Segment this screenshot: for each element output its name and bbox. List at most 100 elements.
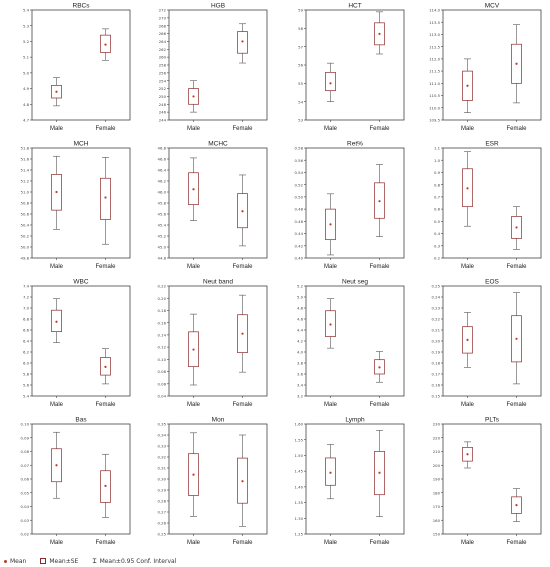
series-male <box>188 313 199 386</box>
y-tick-label: 56 <box>298 63 303 68</box>
y-tick-label: 0.06 <box>158 381 167 386</box>
y-tick-label: 5.3 <box>23 23 30 28</box>
y-tick-label: 45.0 <box>158 245 167 250</box>
y-tick-label: 262 <box>159 47 167 52</box>
y-tick-label: 0.20 <box>432 339 441 344</box>
panel-title: EOS <box>485 279 499 286</box>
y-tick-label: 6.0 <box>23 361 30 366</box>
x-tick-label: Female <box>95 540 116 546</box>
panel-title: Mon <box>212 417 225 424</box>
y-tick-label: 252 <box>159 86 167 91</box>
plot-frame <box>305 147 405 259</box>
y-tick-label: 5.6 <box>23 383 30 388</box>
y-tick-label: 50.8 <box>21 201 30 206</box>
y-tick-label: 264 <box>159 39 167 44</box>
mean-point <box>466 453 469 456</box>
x-tick-label: Female <box>232 126 253 132</box>
y-tick-label: 0.17 <box>432 372 441 377</box>
y-tick-label: 4.7 <box>23 118 30 123</box>
plot-frame <box>168 147 268 259</box>
y-tick-label: 0.20 <box>158 296 167 301</box>
mean-point <box>104 484 107 487</box>
y-tick-label: 0.56 <box>295 158 304 163</box>
y-tick-label: 0.48 <box>295 207 304 212</box>
y-tick-label: 110.5 <box>429 93 440 98</box>
plot-frame <box>168 9 268 121</box>
y-tick-label: 1.35 <box>295 500 304 505</box>
mean-point <box>466 187 469 190</box>
y-tick-label: 0.33 <box>158 444 167 449</box>
panel-ret: Ret% 0.40 0.42 0.44 0.46 0.48 0.50 0.52 0.54 0.56… <box>295 141 405 270</box>
y-tick-label: 46.6 <box>158 157 167 162</box>
series-male <box>188 432 199 517</box>
series-male <box>51 77 62 107</box>
x-tick-label: Female <box>506 126 527 132</box>
plot-frame <box>442 285 542 397</box>
x-tick-label: Female <box>506 540 527 546</box>
y-tick-label: 0.25 <box>432 284 441 289</box>
y-tick-label: 1.55 <box>295 437 304 442</box>
y-tick-label: 0.22 <box>158 284 167 289</box>
panel-title: HGB <box>211 3 225 10</box>
plot-frame <box>305 9 405 121</box>
mean-point <box>378 32 381 35</box>
box-icon <box>40 558 47 564</box>
y-tick-label: 0.31 <box>158 466 167 471</box>
y-tick-label: 4.4 <box>297 328 304 333</box>
y-tick-label: 7.0 <box>23 306 30 311</box>
panel-neut-seg: Neut seg 3.2 3.4 3.6 3.8 4.0 4.2 4.4 4.6 4.8 5.0 5.… <box>297 279 405 408</box>
mean-point <box>329 82 332 85</box>
panel-title: MCV <box>485 3 500 10</box>
x-tick-label: Male <box>461 264 475 270</box>
y-tick-label: 1.1 <box>434 146 441 151</box>
mean-point <box>192 348 195 351</box>
y-tick-label: 6.8 <box>23 317 30 322</box>
panel-plts: PLTs 150 160 170 180 190 200 210 220 230 Male Femal… <box>433 417 542 546</box>
mean-point <box>515 504 518 507</box>
y-tick-label: 5.8 <box>23 372 30 377</box>
y-tick-label: 45.6 <box>158 212 167 217</box>
series-male <box>462 312 473 368</box>
y-tick-label: 4.8 <box>297 306 304 311</box>
y-tick-label: 0.44 <box>295 231 304 236</box>
mean-point <box>241 480 244 483</box>
y-tick-label: 0.32 <box>158 455 167 460</box>
y-tick-label: 5.4 <box>23 8 30 13</box>
y-tick-label: 0.14 <box>158 332 167 337</box>
mean-point <box>104 196 107 199</box>
x-tick-label: Female <box>232 264 253 270</box>
panel-lymph: Lymph 1.25 1.30 1.35 1.40 1.45 1.50 1.55 1.60 Mal… <box>295 417 405 546</box>
series-male <box>325 62 336 102</box>
x-tick-label: Female <box>232 540 253 546</box>
y-tick-label: 54 <box>298 99 303 104</box>
mean-point <box>241 210 244 213</box>
series-female <box>100 28 111 61</box>
mean-point <box>378 366 381 369</box>
plot-frame <box>31 285 131 397</box>
x-tick-label: Male <box>324 264 338 270</box>
y-tick-label: 51.8 <box>21 146 30 151</box>
y-tick-label: 244 <box>159 118 167 123</box>
y-tick-label: 0.34 <box>158 433 167 438</box>
y-tick-label: 44.8 <box>158 256 167 261</box>
y-tick-label: 180 <box>433 490 441 495</box>
y-tick-label: 268 <box>159 23 167 28</box>
y-tick-label: 5.4 <box>23 394 30 399</box>
y-tick-label: 4.0 <box>297 350 304 355</box>
y-tick-label: 0.12 <box>158 345 167 350</box>
panel-hct: HCT 53 54 55 56 57 58 59 Male Female <box>298 3 405 132</box>
legend-item-mean: Mean <box>4 558 26 565</box>
y-tick-label: 1.30 <box>295 516 304 521</box>
y-tick-label: 1.45 <box>295 469 304 474</box>
series-male <box>325 444 336 500</box>
series-male <box>188 80 199 113</box>
y-tick-label: 200 <box>433 463 441 468</box>
y-tick-label: 50.6 <box>21 212 30 217</box>
x-tick-label: Female <box>369 540 390 546</box>
series-female <box>374 351 385 383</box>
mean-point <box>515 226 518 229</box>
mean-point <box>378 471 381 474</box>
y-tick-label: 1.60 <box>295 422 304 427</box>
y-tick-label: 0.29 <box>158 488 167 493</box>
